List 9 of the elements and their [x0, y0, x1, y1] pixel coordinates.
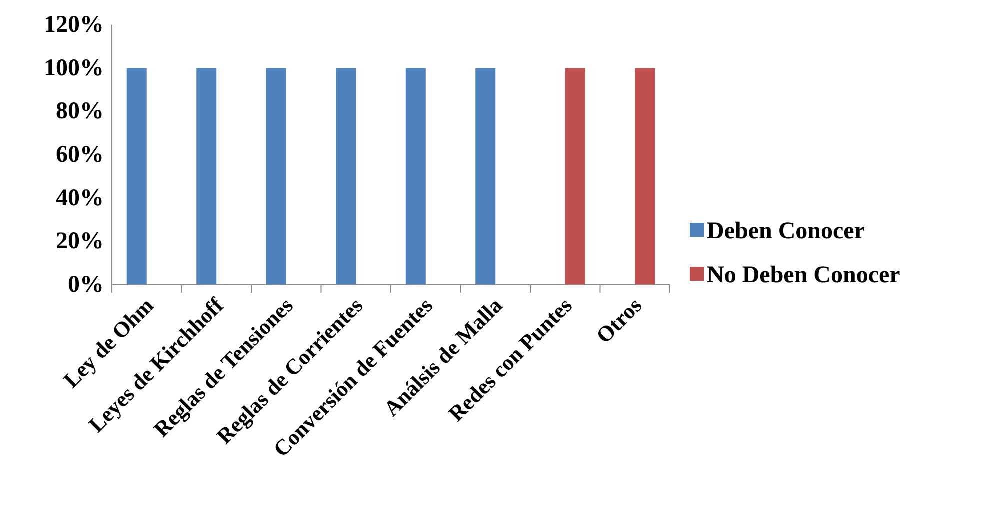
- y-tick-label: 80%: [56, 98, 104, 125]
- y-tick-label: 0%: [68, 272, 104, 298]
- y-tick-label: 60%: [56, 142, 104, 168]
- legend-label: Deben Conocer: [707, 218, 866, 244]
- y-tick-label: 40%: [56, 185, 104, 212]
- legend-label: No Deben Conocer: [707, 262, 901, 288]
- y-tick-label: 120%: [44, 12, 104, 38]
- y-tick-label: 20%: [56, 228, 104, 255]
- y-tick-label: 100%: [44, 55, 104, 82]
